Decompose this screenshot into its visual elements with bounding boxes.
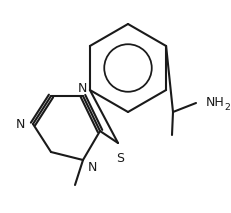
Text: NH: NH: [205, 95, 224, 108]
Text: S: S: [116, 152, 123, 165]
Text: 2: 2: [223, 102, 229, 111]
Text: N: N: [15, 118, 25, 131]
Text: N: N: [88, 161, 97, 174]
Text: N: N: [77, 82, 86, 95]
